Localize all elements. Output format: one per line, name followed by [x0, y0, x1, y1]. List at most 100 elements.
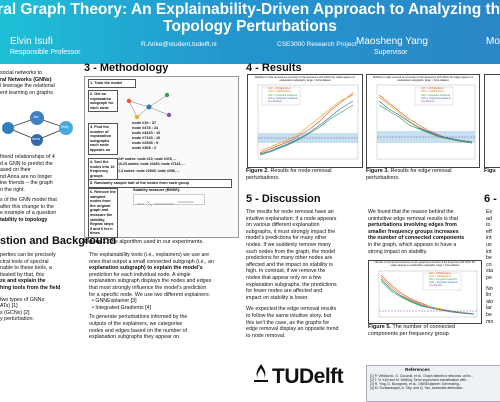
discussion-line: subgraphs, it must strongly impact the: [246, 228, 336, 235]
s2-line: The explainability tools (i.e., explaine…: [89, 252, 210, 258]
reference-item: [1] P. Veličković, G. Cucurull, et al., …: [370, 374, 474, 378]
discussion-line: perturbations involving edges from: [368, 222, 457, 229]
reference-item: [2] T. N. Kipf and M. Welling, Semi-supe…: [370, 378, 469, 383]
s2-line: perties can be precisely: [0, 252, 56, 258]
table-row: node #10 : 37: [132, 121, 157, 125]
course-label: CSE3000 Research Project: [277, 41, 357, 48]
section-6-heading: 6 -: [484, 193, 497, 205]
graph-node-anna: [31, 134, 43, 146]
s2-line: ATs) [1]: [0, 303, 18, 310]
s6-line: to: [486, 222, 491, 229]
group-row: 10-23 nodes: node #4320, node #7143, ...: [118, 161, 186, 166]
legend-item: GAT + Integrated Gradients: [421, 93, 451, 97]
legend-item: GCN + GNNExplainer: [429, 276, 452, 279]
step-1-box: 1. Train the model: [88, 79, 136, 88]
figure-2-text: Results for node removal perturbations.: [246, 168, 332, 181]
figure-2-label: Figure 2.: [246, 168, 269, 174]
discussion-line: intuitive explanation: if a node appears: [246, 215, 337, 222]
graph-node-holly: [59, 121, 73, 135]
legend-item: GCN + Integrated Gradients: [421, 96, 451, 100]
figure-5-title: Number of connected component in the gra…: [374, 261, 476, 267]
s6-line: lin: [486, 292, 492, 299]
s2-line: prediction for each individual node. A s…: [89, 271, 191, 278]
table-row: node #2545 : 9: [132, 140, 159, 145]
s2-line: nable to these tools, a: [0, 265, 52, 272]
group-row: 1-3 nodes: node #2545, node #308, ...: [118, 169, 180, 174]
s2-line: nodes and edges based on the number of: [89, 327, 188, 334]
discussion-heading: 5 - Discussion: [246, 193, 321, 205]
s6-line: Ex: [486, 209, 493, 215]
frequency-groups: 24+ nodes: node #10, node #478, ... 10-2…: [118, 157, 186, 174]
intro-line: ine friends – the graph: [0, 180, 53, 187]
group-row: 24+ nodes: node #10, node #478, ...: [118, 157, 177, 161]
intro-line: l leverage the relational: [0, 83, 55, 90]
legend-item: GAT + Integrated Gradients: [268, 93, 298, 97]
intro-line: social networks to: [0, 70, 43, 76]
methodology-figure: 1. Train the model 2. Get an explanation…: [84, 76, 239, 238]
discussion-line: to follow the same intuitive story, but: [246, 312, 331, 319]
intro-line: s of the GNN model that: [0, 197, 57, 203]
legend-item: GAT + GNNExplainer: [421, 87, 444, 90]
discussion-line: unintuitive edge removal results is that: [368, 215, 459, 222]
figure-3-legend: GAT + GNNExplainer GCN + GNNExplainer GA…: [421, 87, 451, 103]
discussion-line: to node removal.: [246, 332, 286, 339]
references-list: [1] P. Veličković, G. Cucurull, et al., …: [370, 374, 500, 390]
graph-label-holly: Holly: [61, 125, 69, 129]
author1-name: Elvin Isufi: [10, 36, 53, 47]
tudelft-wordmark: TUDelft: [272, 365, 344, 388]
step-5-box: 5. Randomly sample half of the nodes fro…: [88, 179, 232, 188]
figure-2-title: Stability to node removal as a function …: [254, 76, 356, 82]
intro-line: friend relationships of 4: [0, 154, 55, 160]
figure-2-plot: Stability to node removal as a function …: [247, 74, 363, 168]
discussion-line: smaller frequency groups increases: [368, 228, 459, 235]
legend-item: GAT + GNNExplainer: [429, 273, 451, 275]
discussion-column-right: We found that the reason behind the unin…: [368, 209, 482, 255]
author3-name-fragment: Mo: [486, 36, 500, 47]
discussion-line: explanation subgraphs, the predictions: [246, 281, 337, 288]
s6-line: eff: [486, 228, 492, 235]
discussion-line: for fewer nodes are affected and: [246, 288, 323, 295]
figure-3-plot: Stability to edge removal as a function …: [366, 74, 480, 168]
figure-6-plot-partial: [484, 74, 500, 168]
discussion-line: such nodes from the graph, the model: [246, 248, 336, 255]
intro-line: after this change to the: [0, 203, 54, 210]
discussion-line: this isn't the case, as the graphs for: [246, 319, 330, 326]
results-heading: 4 - Results: [246, 62, 302, 74]
s6-line: alo: [486, 298, 494, 305]
step-4-box: 4. Sort the nodes into 10 frequency grou…: [88, 158, 118, 181]
graph-label-anna: Anna: [32, 137, 40, 141]
intro-paragraph-2: friend relationships of 4 d a GNN to pre…: [0, 154, 76, 194]
figure-3-text: Results for edge removal perturbations.: [366, 168, 452, 181]
author2-name: Maosheng Yang: [356, 36, 428, 47]
step-2-box: 2. Get an explanation subgraph for each …: [88, 90, 118, 113]
s2-line: hing tools from the field: [0, 284, 61, 291]
s6-line: be: [486, 255, 492, 262]
s6-line: ad: [486, 215, 492, 222]
explanation-subgraph-illustration: [126, 92, 172, 120]
tudelft-logo: TUDelft: [250, 362, 344, 392]
figure-2-legend: GAT + GNNExplainer GCN + GNNExplainer GA…: [268, 87, 298, 103]
s2-line: s (GCNs) [2]: [0, 309, 30, 316]
bullet-gnnexplainer: GNNExplainer [3]: [95, 298, 137, 305]
step-3-box: 3. Find the number of explanation subgra…: [88, 123, 118, 155]
s2-line: for a specific node. We use two differen…: [89, 291, 211, 298]
s2-line: To generate perturbations informed by th…: [89, 314, 188, 321]
intro-line: nd Anna are no longer: [0, 173, 53, 180]
step-6-box: 6. Remove the sampled nodes from the ori…: [88, 188, 118, 238]
contact-email: R.Arike@student.tudelft.nl: [141, 41, 217, 48]
poster-title-line1: tral Graph Theory: An Explainability-Dri…: [0, 1, 500, 18]
figure-1-text: The algorithm used in our experiments.: [106, 239, 204, 245]
figure-1-label: Figure 1.: [84, 239, 107, 245]
intro-line: n the right.: [0, 186, 26, 193]
figure-5-label: Figure 5.: [368, 324, 391, 330]
s6-line: mo: [486, 318, 494, 325]
s2-line: explanation subgraph) to explain the mod…: [89, 265, 203, 272]
node-frequency-table: node #10 : 37 node #478 : 24 node #4320 …: [132, 121, 160, 150]
reference-item: [4] M. Sundararajan, A. Taly, and Q. Yan…: [370, 386, 466, 391]
section-2-heading: stion and Background: [0, 235, 117, 247]
stability-formula: [133, 194, 205, 207]
s2-line: ctral tools of spectral: [0, 258, 49, 265]
discussion-line: We expected the edge removal results: [246, 306, 337, 313]
legend-item: GCN + GNNExplainer: [421, 90, 445, 94]
stability-formula-label: Stability measure (RMSE):: [133, 188, 181, 192]
